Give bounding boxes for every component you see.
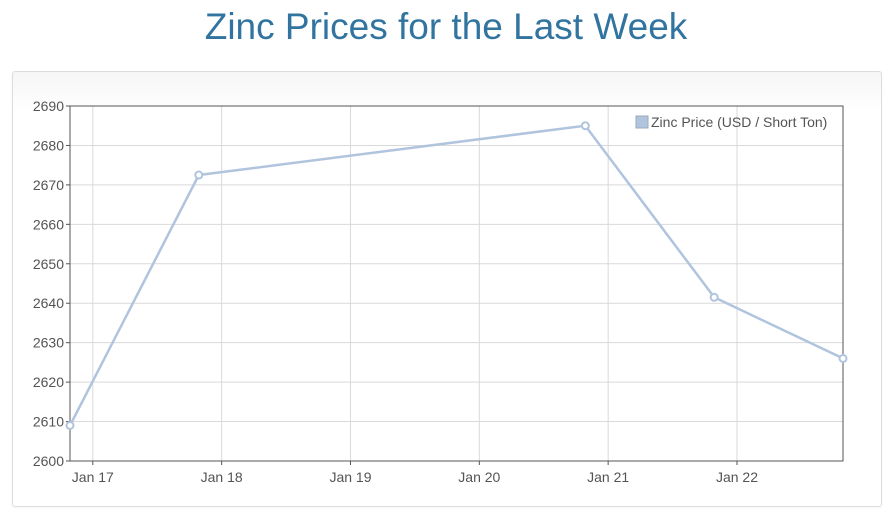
x-tick-label: Jan 17: [72, 469, 114, 485]
y-tick-label: 2620: [33, 374, 64, 390]
legend-swatch: [635, 115, 649, 129]
y-tick-label: 2650: [33, 256, 64, 272]
x-tick-label: Jan 22: [716, 469, 758, 485]
x-tick-label: Jan 18: [201, 469, 243, 485]
y-tick-label: 2600: [33, 453, 64, 469]
legend-label: Zinc Price (USD / Short Ton): [651, 114, 827, 130]
data-point: [709, 292, 719, 302]
y-tick-label: 2680: [33, 137, 64, 153]
data-point: [65, 421, 75, 430]
plot-area: [70, 106, 843, 461]
data-point: [838, 353, 848, 363]
data-point: [194, 170, 204, 180]
data-point: [580, 121, 590, 131]
y-tick-label: 2670: [33, 177, 64, 193]
y-tick-label: 2660: [33, 216, 64, 232]
y-tick-label: 2640: [33, 295, 64, 311]
y-tick-label: 2610: [33, 414, 64, 430]
y-tick-label: 2630: [33, 335, 64, 351]
plot-border: [69, 105, 844, 462]
page-title: Zinc Prices for the Last Week: [204, 6, 688, 47]
x-tick-label: Jan 19: [329, 469, 371, 485]
x-tick-label: Jan 20: [458, 469, 500, 485]
x-tick-label: Jan 21: [587, 469, 629, 485]
y-tick-label: 2690: [33, 98, 64, 114]
